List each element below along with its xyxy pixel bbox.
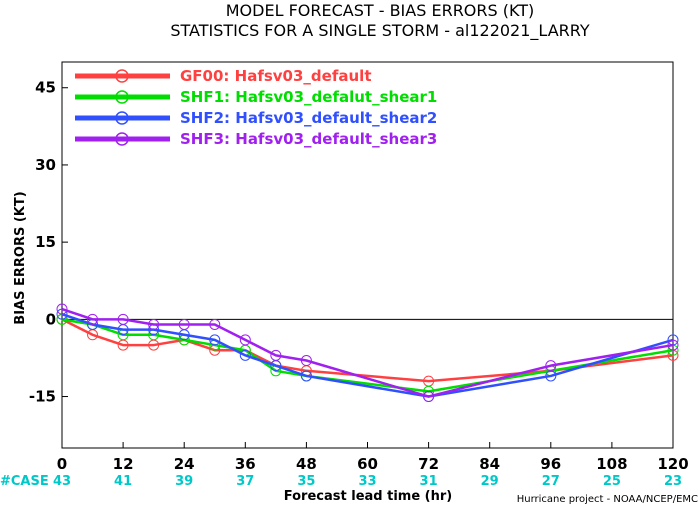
case-label: #CASE (0, 474, 49, 489)
legend: GF00: Hafsv03_default SHF1: Hafsv03_defal… (75, 67, 437, 148)
case-count: 41 (114, 474, 132, 489)
data-point (209, 318, 221, 330)
legend-marker (115, 69, 129, 83)
data-point (209, 334, 221, 346)
x-tick-label: 108 (596, 455, 627, 473)
data-point (239, 349, 251, 361)
y-tick-label: 45 (35, 79, 56, 97)
case-count: 33 (358, 474, 376, 489)
x-axis-label: Forecast lead time (hr) (284, 489, 452, 504)
legend-marker (115, 90, 129, 104)
case-count: 43 (53, 474, 71, 489)
x-tick-label: 0 (57, 455, 67, 473)
legend-entry-4: SHF3: Hafsv03_default_shear3 (75, 130, 437, 148)
x-tick-label: 48 (296, 455, 317, 473)
x-tick-label: 12 (113, 455, 134, 473)
legend-label: GF00: Hafsv03_default (180, 67, 371, 85)
y-tick-label: -15 (29, 388, 56, 406)
data-point (545, 360, 557, 372)
case-count: 31 (420, 474, 438, 489)
x-tick-label: 96 (540, 455, 561, 473)
y-axis-ticks: 45 30 15 0 -15 (29, 79, 68, 406)
case-count: 25 (603, 474, 621, 489)
case-count: 23 (664, 474, 682, 489)
data-point (117, 313, 129, 325)
case-count: 29 (481, 474, 499, 489)
credit-text: Hurricane project - NOAA/NCEP/EMC (517, 494, 698, 505)
data-point (148, 318, 160, 330)
x-tick-label: 24 (174, 455, 195, 473)
x-tick-label: 84 (479, 455, 500, 473)
data-point (423, 391, 435, 403)
case-count: 37 (236, 474, 254, 489)
case-counts: 43 41 39 37 35 33 31 29 27 25 23 (53, 474, 682, 489)
chart-subtitle: STATISTICS FOR A SINGLE STORM - al122021… (170, 21, 589, 41)
data-point (56, 303, 68, 315)
legend-label: SHF2: Hafsv03_default_shear2 (180, 109, 437, 127)
data-point (667, 339, 679, 351)
x-tick-label: 36 (235, 455, 256, 473)
legend-label: SHF3: Hafsv03_default_shear3 (180, 130, 437, 148)
legend-marker (115, 111, 129, 125)
data-point (300, 355, 312, 367)
y-axis-label: BIAS ERRORS (KT) (13, 191, 28, 324)
x-tick-label: 60 (357, 455, 378, 473)
legend-marker (115, 132, 129, 146)
legend-entry-3: SHF2: Hafsv03_default_shear2 (75, 109, 437, 127)
chart-title: MODEL FORECAST - BIAS ERRORS (KT) (226, 1, 535, 20)
legend-label: SHF1: Hafsv03_defalut_shear1 (180, 88, 437, 106)
case-count: 35 (297, 474, 315, 489)
data-point (667, 334, 679, 346)
y-tick-label: 15 (35, 233, 56, 251)
case-count: 27 (542, 474, 560, 489)
data-point (300, 370, 312, 382)
case-count: 39 (175, 474, 193, 489)
data-point (239, 334, 251, 346)
y-tick-label: 30 (35, 156, 56, 174)
x-axis-ticks: 0 12 24 36 48 60 72 84 96 108 120 (57, 442, 689, 473)
data-point (87, 313, 99, 325)
data-point (270, 349, 282, 361)
legend-entry-1: GF00: Hafsv03_default (75, 67, 371, 85)
series-layer (56, 303, 679, 403)
legend-entry-2: SHF1: Hafsv03_defalut_shear1 (75, 88, 437, 106)
series-4 (56, 303, 679, 403)
data-point (178, 318, 190, 330)
x-tick-label: 72 (418, 455, 439, 473)
x-tick-label: 120 (657, 455, 688, 473)
y-tick-label: 0 (46, 310, 56, 328)
